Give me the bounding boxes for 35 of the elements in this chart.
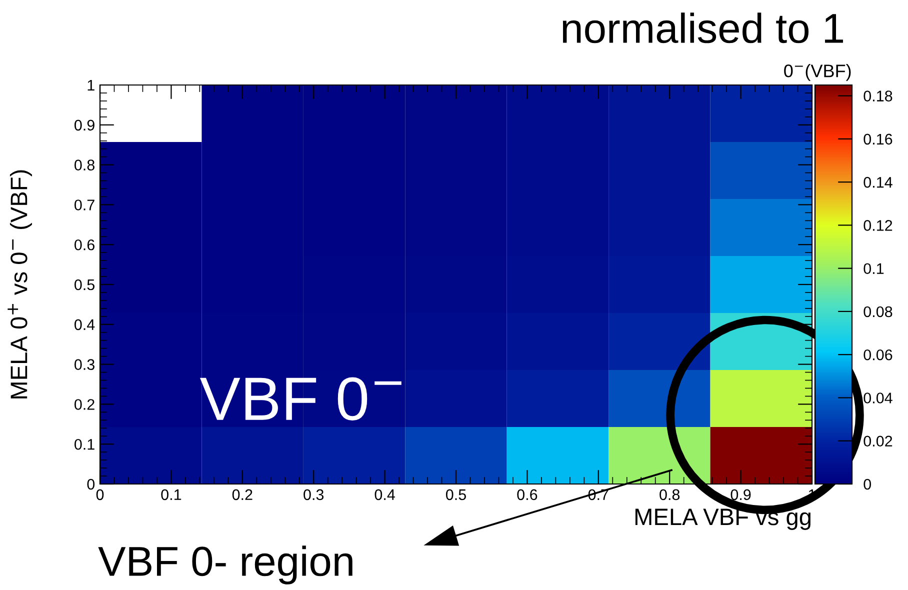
color-bar-label: 0.06 xyxy=(864,349,892,360)
color-bar-label: 0.14 xyxy=(864,176,892,188)
color-bar-label: 0.12 xyxy=(864,220,892,231)
y-tick-label: 0.9 xyxy=(74,120,94,131)
y-tick-label: 0.4 xyxy=(74,319,95,330)
annotation: VBF 0$^{−}$ xyxy=(200,377,402,420)
y-tick-label: 0.2 xyxy=(74,399,94,410)
x-tick-label: 0.2 xyxy=(232,489,252,500)
color-bar-label: 0.04 xyxy=(864,392,892,404)
color-bar-title: 0$^{−}$(VBF) xyxy=(784,64,851,81)
y-tick-label: 0 xyxy=(87,478,95,490)
color-bar-label: 0.02 xyxy=(864,436,892,447)
x-tick-label: 0.5 xyxy=(446,489,466,500)
x-tick-label: 0.9 xyxy=(730,489,751,500)
color-bar-label: 0.16 xyxy=(864,134,892,145)
y-tick-label: 0.8 xyxy=(74,160,94,170)
x-tick-label: 0.1 xyxy=(161,489,182,500)
x-tick-label: 0 xyxy=(96,489,104,500)
x-tick-label: 0.6 xyxy=(517,489,538,500)
y-axis-title: MELA 0$^{+}$ vs 0$^{−}$ (VBF) xyxy=(8,170,32,398)
x-tick-label: 0.8 xyxy=(660,489,680,500)
y-tick-label: 0.7 xyxy=(74,200,94,210)
y-tick-label: 0.5 xyxy=(74,279,94,290)
x-tick-label: 0.4 xyxy=(374,489,395,500)
color-bar-label: 0.08 xyxy=(864,306,892,318)
color-bar-label: 0.1 xyxy=(864,263,884,274)
y-tick-label: 0.3 xyxy=(74,359,94,370)
color-bar-label: 0 xyxy=(864,478,872,490)
y-tick-label: 0.6 xyxy=(74,239,94,250)
text: VBF 0- region xyxy=(98,546,352,584)
x-tick-label: 0.3 xyxy=(304,489,324,500)
color-bar-label: 0.18 xyxy=(864,90,892,102)
chart-title: normalised to 1 xyxy=(562,12,843,44)
y-tick-label: 1 xyxy=(88,80,94,91)
y-tick-label: 0.1 xyxy=(74,438,94,450)
